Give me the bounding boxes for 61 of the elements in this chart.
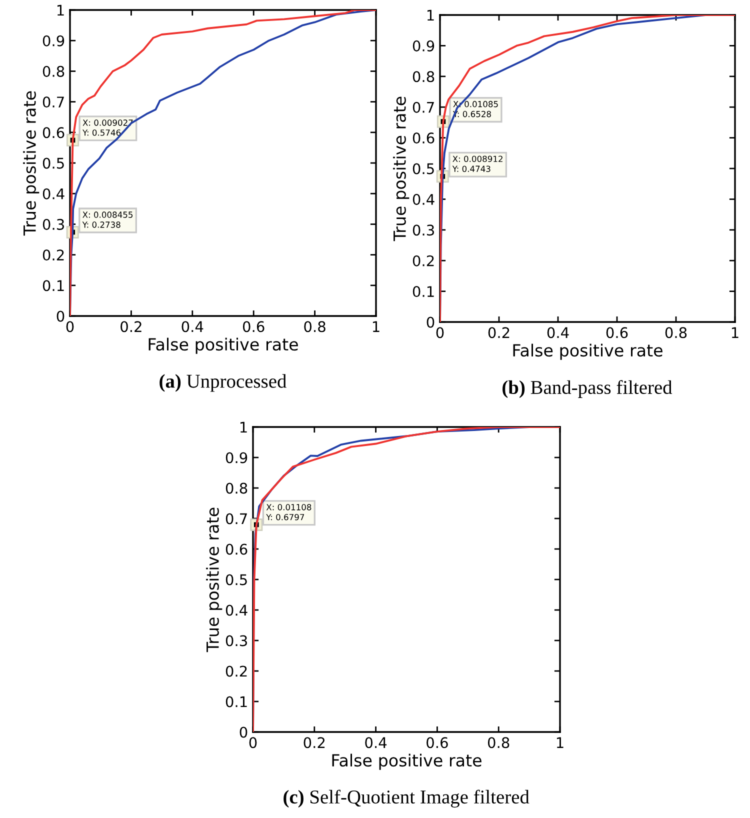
y-tick-label: 0.4 xyxy=(42,188,64,200)
x-tick-label: 0.8 xyxy=(304,321,326,332)
x-tick-label: 0.8 xyxy=(488,737,510,748)
y-tick-label: 0.8 xyxy=(226,482,248,494)
y-tick-label: 0.9 xyxy=(42,35,64,46)
y-tick-label: 1 xyxy=(57,4,64,16)
y-tick-label: 0.2 xyxy=(412,255,434,266)
y-tick-label: 0.5 xyxy=(42,158,64,169)
y-tick-label: 0.5 xyxy=(226,574,247,586)
y-tick-label: 1 xyxy=(240,422,247,433)
annotation: X: 0.008912 Y: 0.4743 xyxy=(452,156,502,172)
line-series xyxy=(253,427,560,732)
text: (b) Band-pass filtered xyxy=(502,380,672,398)
y-tick-label: 0.8 xyxy=(42,66,64,77)
x-tick-label: 0 xyxy=(66,321,74,332)
y-tick-label: 0.8 xyxy=(412,71,434,82)
y-tick-label: 0.6 xyxy=(42,127,64,138)
y-tick-label: 0.1 xyxy=(412,286,434,298)
x-tick-label: 0 xyxy=(436,327,444,338)
x-tick-label: 0.4 xyxy=(182,321,204,332)
annotation: X: 0.008455 Y: 0.2738 xyxy=(82,212,133,228)
x-tick-label: 0.2 xyxy=(120,321,142,332)
x-tick-label: 0.4 xyxy=(547,327,569,338)
annotation: X: 0.01108 Y: 0.6797 xyxy=(266,504,312,520)
y-tick-label: 0.4 xyxy=(226,604,248,616)
y-tick-label: 0.5 xyxy=(412,163,434,174)
x-tick-label: 0.6 xyxy=(606,327,628,338)
y-tick-label: 0.6 xyxy=(412,132,434,144)
y-tick-label: 0.9 xyxy=(412,40,434,52)
y-tick-label: 0.1 xyxy=(42,280,64,292)
y-tick-label: 0 xyxy=(240,726,248,738)
y-tick-label: 0 xyxy=(56,310,64,322)
x-tick-label: 0 xyxy=(249,737,257,748)
x-tick-label: 0.2 xyxy=(304,737,325,748)
y-tick-label: 0.3 xyxy=(412,224,434,236)
y-axis-title: True positive rate xyxy=(206,508,222,652)
y-tick-label: 0.4 xyxy=(412,194,434,205)
x-axis-title: False positive rate xyxy=(332,754,482,770)
y-axis-title: True positive rate xyxy=(23,91,40,236)
y-tick-label: 0.1 xyxy=(226,696,247,708)
text: (c) Self-Quotient Image filtered xyxy=(284,790,530,808)
y-tick-label: 0.3 xyxy=(226,635,247,646)
y-tick-label: 0.6 xyxy=(226,544,248,555)
x-tick-label: 1 xyxy=(556,737,564,748)
y-axis-title: True positive rate xyxy=(393,96,410,242)
x-tick-label: 0.4 xyxy=(365,737,387,748)
y-tick-label: 0.9 xyxy=(226,452,248,464)
x-axis-title: False positive rate xyxy=(148,338,298,354)
y-tick-label: 0.3 xyxy=(42,218,64,230)
text: (a) Unprocessed xyxy=(160,374,286,392)
y-tick-label: 1 xyxy=(427,10,434,21)
y-tick-label: 0.2 xyxy=(42,250,64,261)
x-axis-title: False positive rate xyxy=(513,344,662,360)
x-tick-label: 1 xyxy=(372,321,380,332)
x-tick-label: 0.8 xyxy=(665,327,687,338)
y-tick-label: 0.7 xyxy=(42,96,64,108)
y-tick-label: 0.7 xyxy=(412,102,434,113)
x-tick-label: 0.2 xyxy=(488,327,510,338)
y-tick-label: 0.2 xyxy=(226,666,247,677)
x-tick-label: 1 xyxy=(732,327,738,338)
y-tick-label: 0.7 xyxy=(226,513,247,524)
